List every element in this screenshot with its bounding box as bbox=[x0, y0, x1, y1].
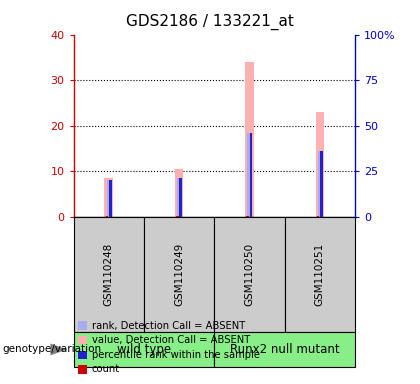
Polygon shape bbox=[50, 344, 67, 355]
Bar bbox=[245, 62, 254, 217]
Text: genotype/variation: genotype/variation bbox=[2, 344, 101, 354]
Bar bbox=[105, 216, 108, 217]
Text: GDS2186 / 133221_at: GDS2186 / 133221_at bbox=[126, 13, 294, 30]
Bar bbox=[74, 217, 144, 332]
Text: GSM110248: GSM110248 bbox=[104, 243, 114, 306]
Bar bbox=[105, 178, 113, 217]
Text: GSM110251: GSM110251 bbox=[315, 243, 325, 306]
Text: count: count bbox=[92, 364, 120, 374]
Text: Runx2 null mutant: Runx2 null mutant bbox=[230, 343, 339, 356]
Bar bbox=[246, 216, 249, 217]
Bar bbox=[176, 216, 179, 217]
Bar bbox=[74, 332, 214, 367]
Bar bbox=[285, 217, 355, 332]
Bar bbox=[175, 169, 183, 217]
Bar bbox=[214, 332, 355, 367]
Bar bbox=[247, 132, 252, 217]
Bar bbox=[177, 178, 181, 217]
Bar bbox=[315, 112, 324, 217]
Text: percentile rank within the sample: percentile rank within the sample bbox=[92, 350, 260, 360]
Bar bbox=[214, 217, 285, 332]
Text: rank, Detection Call = ABSENT: rank, Detection Call = ABSENT bbox=[92, 321, 245, 331]
Bar bbox=[249, 132, 252, 217]
Text: GSM110249: GSM110249 bbox=[174, 243, 184, 306]
Text: value, Detection Call = ABSENT: value, Detection Call = ABSENT bbox=[92, 335, 250, 345]
Bar bbox=[107, 180, 111, 217]
Bar bbox=[317, 216, 320, 217]
Bar bbox=[179, 178, 182, 217]
Bar bbox=[320, 151, 323, 217]
Text: wild type: wild type bbox=[117, 343, 171, 356]
Bar bbox=[109, 180, 112, 217]
Text: GSM110250: GSM110250 bbox=[244, 243, 255, 306]
Bar bbox=[144, 217, 214, 332]
Bar bbox=[318, 151, 322, 217]
